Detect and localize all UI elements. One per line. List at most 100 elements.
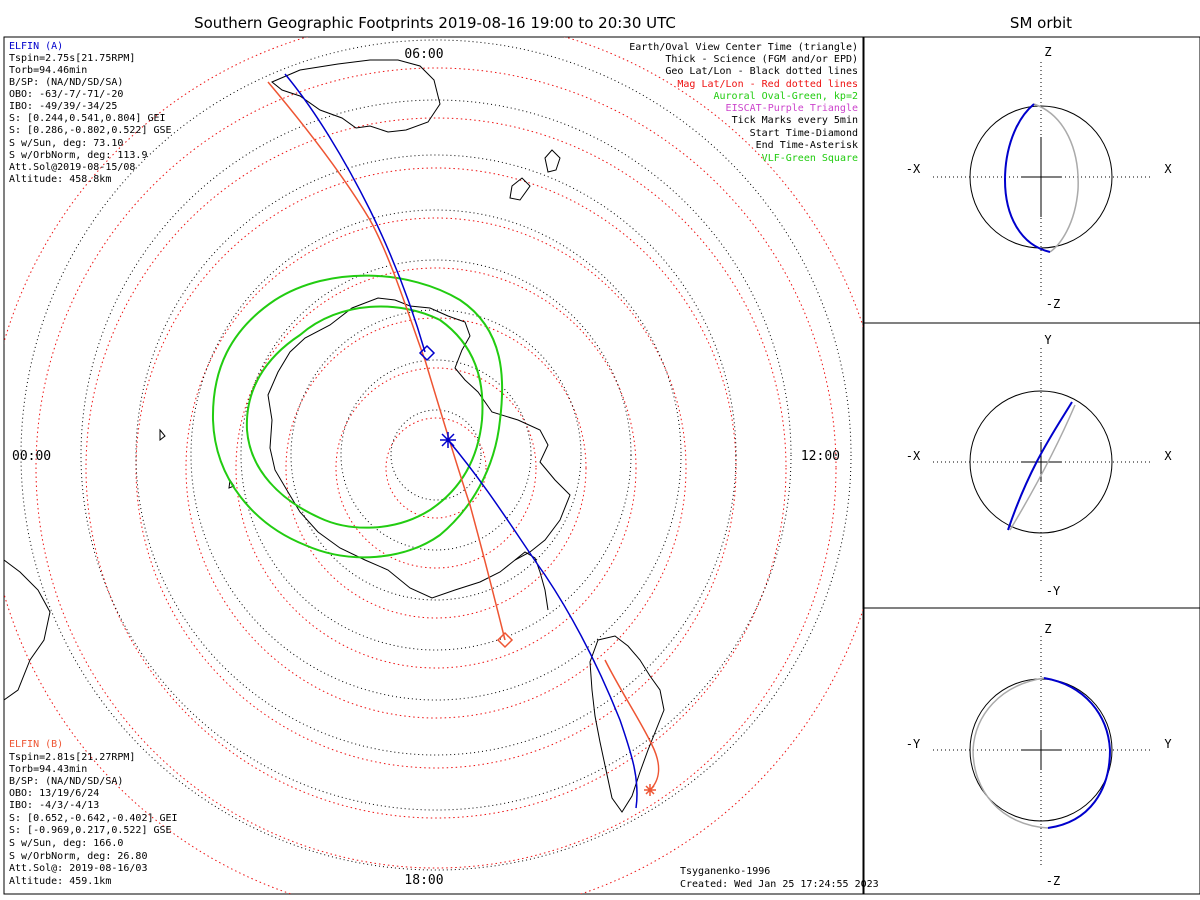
africa-coast — [4, 559, 51, 701]
elfin-a-line: OBO: -63/-7/-71/-20 — [9, 89, 123, 100]
elfin-b-footprint-lower — [604, 659, 660, 791]
mag-grid — [4, 37, 863, 894]
sm-panel-xz: Z -Z -X X — [906, 45, 1173, 311]
orbit-a-projection — [1007, 401, 1073, 531]
mag-circle-5 — [185, 217, 687, 719]
mag-circle-1 — [385, 417, 487, 519]
legend-entry: Thick - Science (FGM and/or EPD) — [665, 54, 858, 65]
elfin-a-end-asterisk — [440, 432, 456, 448]
geo-circle-1 — [390, 409, 482, 501]
sm-panel-xy: Y -Y -X X — [906, 333, 1173, 598]
axis-label-left: -Y — [906, 737, 921, 751]
elfin-a-line: S w/Sun, deg: 73.10 — [9, 138, 123, 149]
elfin-b-name: ELFIN (B) — [9, 739, 63, 750]
axis-label-top: Y — [1044, 333, 1052, 347]
axis-label-left: -X — [906, 449, 921, 463]
geo-circle-5 — [190, 209, 682, 701]
main-title: Southern Geographic Footprints 2019-08-1… — [194, 14, 676, 32]
elfin-b-line: S w/Sun, deg: 166.0 — [9, 838, 123, 849]
elfin-b-line: Att.Sol@: 2019-08-16/03 — [9, 863, 147, 874]
legend: Earth/Oval View Center Time (triangle) T… — [629, 42, 858, 164]
legend-entry: EISCAT-Purple Triangle — [726, 103, 858, 114]
legend-entry: Start Time-Diamond — [750, 128, 858, 139]
legend-entry: Earth/Oval View Center Time (triangle) — [629, 42, 858, 53]
model-name: Tsyganenko-1996 — [680, 866, 770, 877]
orbit-a-projection — [1003, 103, 1051, 253]
sm-column-frame — [863, 36, 1200, 895]
elfin-a-line: Att.Sol@2019-08-15/08 — [9, 162, 135, 173]
antarctic-peninsula-coast — [514, 551, 549, 611]
mag-circle-4 — [235, 267, 637, 669]
map-area — [4, 37, 863, 894]
south-america-coast — [589, 635, 665, 813]
elfin-a-line: B/SP: (NA/ND/SD/SA) — [9, 77, 123, 88]
elfin-b-line: S w/OrbNorm, deg: 26.80 — [9, 851, 147, 862]
elfin-b-line: S: [-0.969,0.217,0.522] GSE — [9, 825, 172, 836]
axis-label-top: Z — [1044, 45, 1051, 59]
coastlines — [4, 59, 665, 813]
elfin-a-start-diamond — [418, 344, 436, 362]
elfin-b-line: Altitude: 459.1km — [9, 876, 111, 887]
orbit-a-projection — [1043, 677, 1112, 829]
geo-circle-6 — [135, 154, 737, 756]
lt-label-06: 06:00 — [404, 47, 443, 62]
elfin-a-line: S w/OrbNorm, deg: 113.9 — [9, 150, 147, 161]
lt-label-18: 18:00 — [404, 873, 443, 888]
new-zealand-coast — [509, 149, 561, 201]
axis-label-bottom: -Z — [1046, 297, 1060, 311]
lt-label-00: 00:00 — [12, 449, 51, 464]
elfin-a-line: S: [0.286,-0.802,0.522] GSE — [9, 125, 172, 136]
axis-label-right: X — [1164, 449, 1172, 463]
elfin-a-line: S: [0.244,0.541,0.804] GEI — [9, 113, 166, 124]
legend-entry: Auroral Oval-Green, kp=2 — [714, 91, 859, 102]
footer: Tsyganenko-1996 Created: Wed Jan 25 17:2… — [680, 866, 879, 890]
elfin-b-track — [267, 81, 660, 796]
mag-circle-8 — [35, 67, 837, 869]
elfin-a-line: Torb=94.46min — [9, 65, 87, 76]
island-a — [159, 428, 166, 442]
elfin-b-start-diamond — [496, 631, 514, 649]
legend-entry: Mag Lat/Lon - Red dotted lines — [677, 79, 858, 90]
geo-circle-3 — [290, 309, 582, 601]
geo-circle-8 — [20, 39, 852, 871]
elfin-b-line: OBO: 13/19/6/24 — [9, 788, 99, 799]
elfin-b-footprint-upper — [267, 81, 506, 641]
sm-panel-yz: Z -Z -Y Y — [906, 622, 1173, 888]
elfin-a-footprint-lower — [447, 439, 638, 809]
elfin-a-info: ELFIN (A) Tspin=2.75s[21.75RPM] Torb=94.… — [9, 41, 172, 185]
lt-label-12: 12:00 — [801, 449, 840, 464]
geo-circle-4 — [240, 259, 632, 651]
elfin-a-line: IBO: -49/39/-34/25 — [9, 101, 117, 112]
elfin-b-line: IBO: -4/3/-4/13 — [9, 800, 99, 811]
legend-entry: End Time-Asterisk — [756, 140, 858, 151]
legend-entry: VLF-Green Square — [762, 153, 858, 164]
geo-circle-7 — [80, 99, 792, 811]
elfin-b-line: S: [0.652,-0.642,-0.402] GEI — [9, 813, 178, 824]
orbit-b-projection — [972, 677, 1049, 829]
axis-label-bottom: -Y — [1046, 584, 1061, 598]
elfin-a-line: Altitude: 458.8km — [9, 174, 111, 185]
elfin-a-footprint-upper — [284, 73, 426, 353]
legend-entry: Geo Lat/Lon - Black dotted lines — [665, 66, 858, 77]
elfin-a-track — [284, 73, 638, 809]
orbit-b-projection — [1033, 103, 1079, 253]
axis-label-bottom: -Z — [1046, 874, 1060, 888]
auroral-oval-outer — [211, 274, 504, 559]
elfin-a-line: Tspin=2.75s[21.75RPM] — [9, 53, 135, 64]
australia-coast — [271, 59, 441, 133]
elfin-b-end-asterisk — [644, 784, 656, 796]
axis-label-right: X — [1164, 162, 1172, 176]
map-frame — [3, 36, 864, 895]
created-timestamp: Created: Wed Jan 25 17:24:55 2023 — [680, 879, 879, 890]
mag-circle-3 — [285, 317, 587, 619]
sm-orbit-title: SM orbit — [1010, 14, 1072, 32]
elfin-b-info: ELFIN (B) Tspin=2.81s[21.27RPM] Torb=94.… — [9, 739, 178, 887]
elfin-b-line: Torb=94.43min — [9, 764, 87, 775]
elfin-b-line: Tspin=2.81s[21.27RPM] — [9, 752, 135, 763]
geo-circle-2 — [340, 359, 532, 551]
geo-grid — [20, 39, 852, 871]
mag-circle-2 — [335, 367, 537, 569]
auroral-oval-inner — [245, 305, 484, 529]
mag-circle-6 — [135, 167, 737, 769]
